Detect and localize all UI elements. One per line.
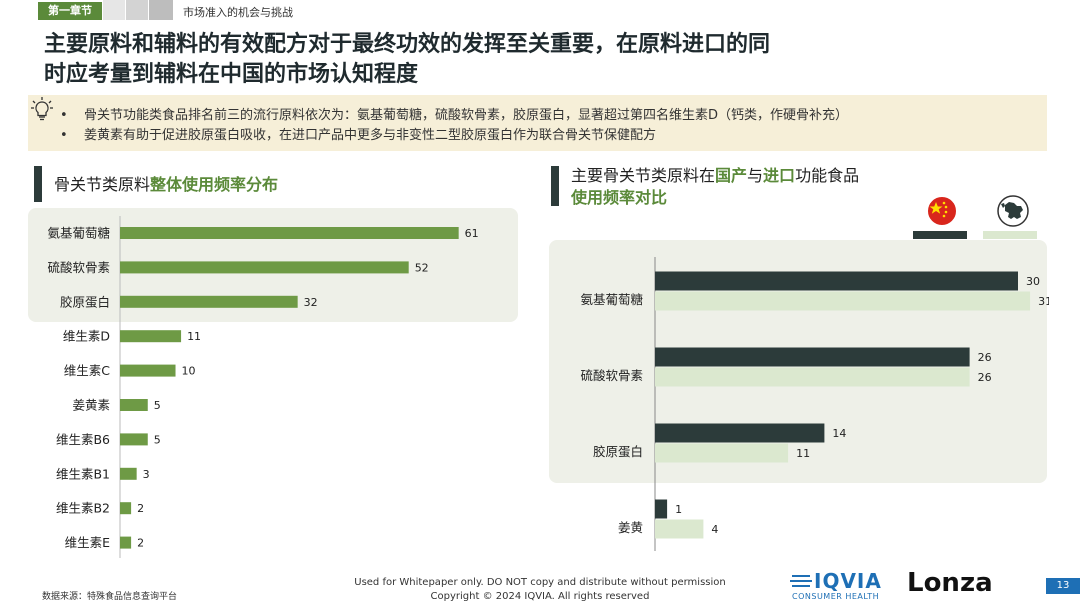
- left-chart-category-label: 硫酸软骨素: [47, 260, 110, 275]
- right-chart-bar: [655, 367, 970, 387]
- left-chart-bar: [120, 433, 148, 446]
- right-chart-category-label: 胶原蛋白: [593, 444, 643, 459]
- header-grey-block: [126, 0, 148, 20]
- right-chart-bar: [655, 347, 970, 367]
- left-chart-category-label: 胶原蛋白: [60, 294, 110, 309]
- insight-text: 骨关节功能类食品排名前三的流行原料依次为：氨基葡萄糖，硫酸软骨素，胶原蛋白，显著…: [84, 108, 849, 123]
- left-chart-title-highlight: 整体使用频率分布: [150, 175, 279, 194]
- iqvia-logo-text: IQVIA: [814, 569, 882, 593]
- page-title: 主要原料和辅料的有效配方对于最终功效的发挥至关重要，在原料进口的同 时应考量到辅…: [44, 30, 1024, 90]
- bullet-dot: •: [60, 128, 68, 143]
- right-chart-value-label: 14: [832, 427, 846, 440]
- left-chart-category-label: 维生素D: [63, 329, 110, 344]
- chapter-tag: 第一章节: [38, 2, 102, 20]
- left-chart-title: 骨关节类原料整体使用频率分布: [54, 174, 278, 196]
- title-part: 与: [747, 166, 764, 185]
- header-grey-block: [103, 0, 125, 20]
- page-title-line1: 主要原料和辅料的有效配方对于最终功效的发挥至关重要，在原料进口的同: [44, 32, 771, 57]
- europe-map-icon: [997, 195, 1029, 227]
- legend-import-swatch: [983, 231, 1037, 239]
- right-chart-title-line1: 主要骨关节类原料在国产与进口功能食品: [571, 165, 859, 187]
- left-chart-value-label: 2: [137, 537, 144, 550]
- title-highlight-import: 进口: [763, 166, 796, 185]
- insight-text: 姜黄素有助于促进胶原蛋白吸收，在进口产品中更多与非变性二型胶原蛋白作为联合骨关节…: [84, 128, 657, 143]
- legend-domestic-swatch: [913, 231, 967, 239]
- left-chart-bar: [120, 261, 409, 274]
- left-chart-category-label: 维生素B2: [56, 501, 110, 516]
- header-grey-block: [149, 0, 173, 20]
- left-chart-category-label: 维生素B1: [56, 466, 110, 481]
- left-chart-value-label: 52: [415, 261, 429, 274]
- right-chart-category-label: 硫酸软骨素: [580, 368, 643, 383]
- section-label: 市场准入的机会与挑战: [183, 6, 293, 19]
- left-chart-category-label: 维生素B6: [56, 432, 110, 447]
- right-chart-value-label: 31: [1038, 295, 1049, 308]
- page-title-line2: 时应考量到辅料在中国的市场认知程度: [44, 62, 419, 87]
- right-chart-title-line2: 使用频率对比: [571, 188, 668, 207]
- right-chart-value-label: 4: [711, 523, 718, 536]
- left-chart-title-bar: [34, 166, 42, 202]
- left-chart-value-label: 2: [137, 502, 144, 515]
- title-highlight-domestic: 国产: [715, 166, 748, 185]
- lonza-logo: Lonza: [907, 568, 993, 598]
- title-part: 功能食品: [795, 166, 860, 185]
- left-chart-value-label: 5: [154, 433, 161, 446]
- right-chart-bar: [655, 423, 825, 443]
- insight-box: [28, 95, 1047, 151]
- right-chart-value-label: 1: [675, 503, 682, 516]
- insight-bullet: • 骨关节功能类食品排名前三的流行原料依次为：氨基葡萄糖，硫酸软骨素，胶原蛋白，显…: [60, 104, 848, 123]
- left-chart-value-label: 61: [465, 227, 479, 240]
- left-chart-value-label: 11: [187, 330, 201, 343]
- left-chart-value-label: 10: [182, 365, 196, 378]
- right-chart-bar: [655, 291, 1031, 311]
- right-chart-category-label: 氨基葡萄糖: [580, 292, 643, 307]
- right-chart-category-label: 姜黄: [618, 520, 643, 535]
- left-chart-bar: [120, 399, 148, 411]
- right-chart-bar: [655, 443, 789, 463]
- right-chart-title: 主要骨关节类原料在国产与进口功能食品 使用频率对比: [571, 165, 859, 209]
- left-chart-bar: [120, 467, 137, 480]
- right-chart-value-label: 26: [978, 351, 992, 364]
- left-chart-bar: [120, 330, 182, 343]
- china-flag-icon: [926, 195, 958, 227]
- left-chart-bar: [120, 364, 176, 377]
- right-chart-value-label: 11: [796, 447, 810, 460]
- left-chart-value-label: 3: [143, 468, 150, 481]
- right-chart-title-bar: [551, 166, 559, 206]
- iqvia-logo-mark-icon: [790, 575, 812, 587]
- data-source-note: 数据来源：特殊食品信息查询平台: [42, 592, 178, 602]
- left-chart-category-label: 维生素C: [64, 363, 111, 378]
- left-chart-category-label: 姜黄素: [72, 398, 110, 413]
- left-chart-category-label: 维生素E: [65, 535, 111, 550]
- disclaimer-line1: Used for Whitepaper only. DO NOT copy an…: [354, 577, 726, 588]
- lightbulb-icon: [31, 97, 53, 121]
- left-chart-bar: [120, 536, 132, 549]
- right-chart-value-label: 26: [978, 371, 992, 384]
- iqvia-logo-subtitle: CONSUMER HEALTH: [792, 592, 880, 601]
- bullet-dot: •: [60, 108, 68, 123]
- title-part: 主要骨关节类原料在: [571, 166, 716, 185]
- right-chart-bar: [655, 519, 704, 539]
- copyright-disclaimer: Used for Whitepaper only. DO NOT copy an…: [330, 576, 750, 604]
- left-chart-bar: [120, 502, 132, 515]
- left-chart-category-label: 氨基葡萄糖: [47, 226, 110, 241]
- right-chart-value-label: 30: [1026, 275, 1040, 288]
- right-chart-bar: [655, 499, 668, 519]
- left-chart-value-label: 5: [154, 399, 161, 412]
- disclaimer-line2: Copyright © 2024 IQVIA. All rights reser…: [430, 591, 650, 602]
- left-chart-bar: [120, 227, 459, 239]
- right-chart-bar: [655, 271, 1018, 291]
- page-number: 13: [1046, 578, 1080, 594]
- left-chart-bar: [120, 295, 298, 308]
- left-chart-value-label: 32: [304, 296, 318, 309]
- left-chart-title-plain: 骨关节类原料: [54, 175, 151, 194]
- insight-bullet: • 姜黄素有助于促进胶原蛋白吸收，在进口产品中更多与非变性二型胶原蛋白作为联合骨关…: [60, 124, 656, 143]
